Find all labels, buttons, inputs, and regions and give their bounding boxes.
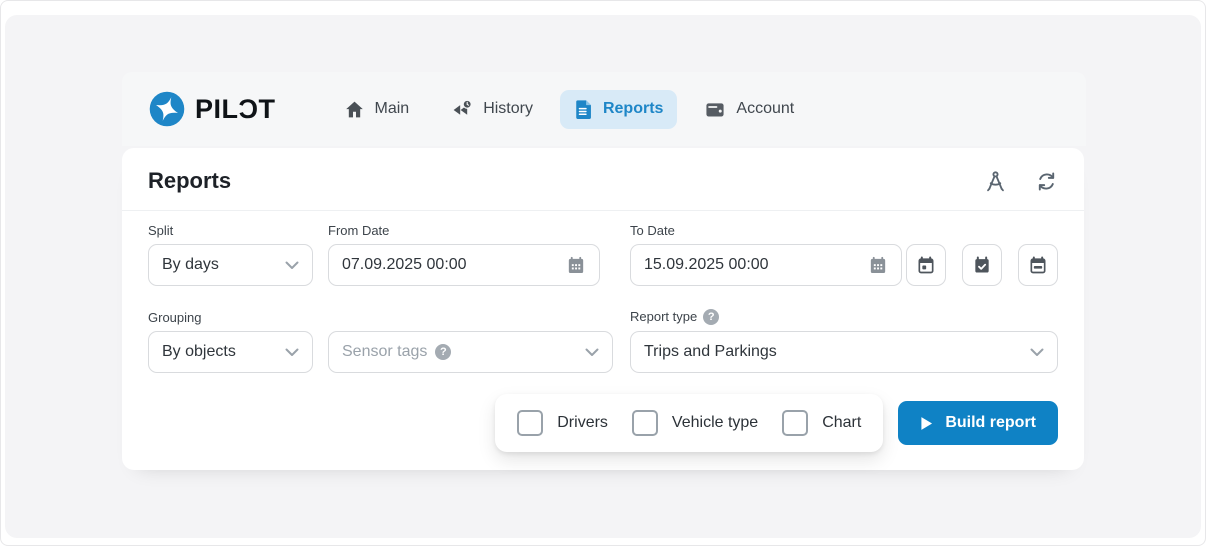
drivers-option: Drivers xyxy=(517,410,608,436)
calendar-day-button[interactable] xyxy=(906,244,946,286)
card-header: Reports xyxy=(122,148,1084,211)
from-date-label: From Date xyxy=(328,223,390,238)
build-report-label: Build report xyxy=(945,414,1036,431)
to-date-value: 15.09.2025 00:00 xyxy=(644,256,769,273)
refresh-icon[interactable] xyxy=(1035,170,1058,193)
filter-row-dates: Split By days From Date 07.09.2025 00:00 xyxy=(148,223,1058,286)
sensor-tags-placeholder: Sensor tags xyxy=(342,343,428,360)
drivers-checkbox-label: Drivers xyxy=(557,414,608,431)
pilot-logo-icon xyxy=(148,90,186,128)
help-icon[interactable]: ? xyxy=(703,309,720,325)
to-date-group: To Date 15.09.2025 00:00 xyxy=(630,223,902,286)
report-type-value: Trips and Parkings xyxy=(644,343,777,360)
nav-label: Reports xyxy=(602,100,664,117)
main-nav: Main History xyxy=(330,89,809,129)
reports-card: Reports xyxy=(122,148,1084,470)
wallet-icon xyxy=(704,99,726,120)
drivers-checkbox[interactable] xyxy=(517,410,544,436)
card-tools xyxy=(984,170,1058,193)
to-date-input[interactable]: 15.09.2025 00:00 xyxy=(630,244,902,286)
calendar-icon xyxy=(868,255,888,275)
date-preset-buttons xyxy=(906,244,1058,286)
history-icon xyxy=(450,99,473,120)
nav-item-main[interactable]: Main xyxy=(330,90,424,129)
chart-checkbox[interactable] xyxy=(782,410,809,436)
chevron-down-icon xyxy=(1030,348,1044,357)
chevron-down-icon xyxy=(285,261,299,270)
to-date-label: To Date xyxy=(630,223,675,238)
report-type-label: Report type xyxy=(630,309,698,324)
nav-label: Account xyxy=(736,100,795,117)
from-date-value: 07.09.2025 00:00 xyxy=(342,256,467,273)
vehicle-type-checkbox[interactable] xyxy=(631,410,658,436)
chart-option: Chart xyxy=(782,410,861,436)
vehicle-type-checkbox-label: Vehicle type xyxy=(671,414,759,431)
chevron-down-icon xyxy=(585,348,599,357)
report-options-card: Drivers Vehicle type Chart xyxy=(495,394,884,452)
document-icon xyxy=(574,99,593,120)
grouping-value: By objects xyxy=(162,343,236,360)
calendar-minus-button[interactable] xyxy=(1018,244,1058,286)
from-date-input[interactable]: 07.09.2025 00:00 xyxy=(328,244,600,286)
filter-row-grouping: Grouping By objects Sensor tags ? xyxy=(148,309,1058,373)
page-title: Reports xyxy=(148,168,232,193)
actions-row: Drivers Vehicle type Chart Build report xyxy=(148,394,1058,452)
grouping-select[interactable]: By objects xyxy=(148,331,313,373)
nav-label: History xyxy=(483,100,533,117)
filters-form: Split By days From Date 07.09.2025 00:00 xyxy=(122,211,1084,452)
nav-item-account[interactable]: Account xyxy=(690,90,808,129)
report-type-group: Report type ? Trips and Parkings xyxy=(630,309,1058,373)
drafting-compass-icon[interactable] xyxy=(984,170,1007,193)
from-date-group: From Date 07.09.2025 00:00 xyxy=(328,223,600,286)
split-select[interactable]: By days xyxy=(148,244,313,286)
brand-wordmark: PILƆT xyxy=(195,93,276,124)
nav-item-history[interactable]: History xyxy=(436,90,547,129)
calendar-icon xyxy=(566,255,586,275)
brand-logo[interactable]: PILƆT xyxy=(148,90,276,128)
help-icon[interactable]: ? xyxy=(435,344,452,360)
split-value: By days xyxy=(162,256,219,273)
vehicle-type-option: Vehicle type xyxy=(631,410,759,436)
chart-checkbox-label: Chart xyxy=(822,414,862,431)
app-header: PILƆT Main History xyxy=(122,72,1086,146)
calendar-check-button[interactable] xyxy=(962,244,1002,286)
chevron-down-icon xyxy=(285,348,299,357)
grouping-label: Grouping xyxy=(148,310,202,325)
report-type-select[interactable]: Trips and Parkings xyxy=(630,331,1058,373)
sensor-tags-select[interactable]: Sensor tags ? xyxy=(328,331,613,373)
split-label: Split xyxy=(148,223,174,238)
sensor-tags-group: Sensor tags ? xyxy=(328,331,613,373)
nav-item-reports[interactable]: Reports xyxy=(559,89,678,129)
build-report-button[interactable]: Build report xyxy=(898,401,1058,445)
nav-label: Main xyxy=(374,100,410,117)
home-icon xyxy=(344,99,365,120)
split-group: Split By days xyxy=(148,223,313,286)
grouping-group: Grouping By objects xyxy=(148,310,313,373)
play-icon xyxy=(920,416,933,431)
